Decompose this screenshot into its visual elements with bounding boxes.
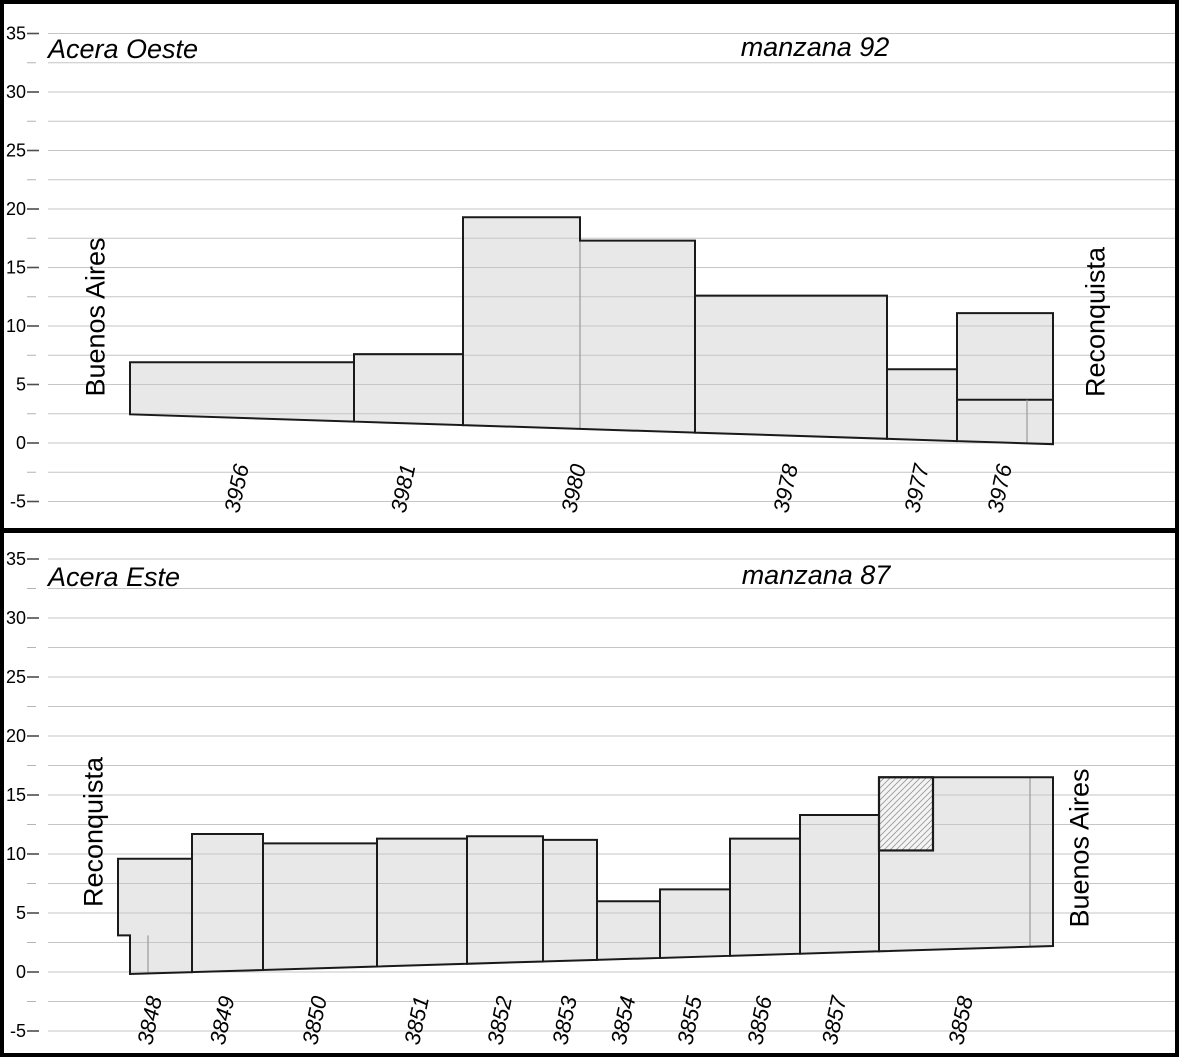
- building-label-3981: 3981: [386, 462, 421, 515]
- building-3851-fill: [377, 838, 467, 967]
- building-3858-hatch-border: [877, 776, 935, 852]
- y-tick-label-0: 0: [16, 962, 26, 982]
- y-tick-label-10: 10: [6, 844, 26, 864]
- y-tick-label--5: -5: [10, 492, 26, 512]
- building-3976-fill: [957, 313, 1053, 445]
- street-label-text: Reconquista: [78, 756, 109, 908]
- building-3849-outline: [191, 832, 264, 974]
- building-3849-fill: [192, 833, 263, 973]
- building-label-3980: 3980: [556, 461, 591, 515]
- y-tick-label-20: 20: [6, 726, 26, 746]
- y-tick-label-10: 10: [6, 316, 26, 336]
- y-tick-label--5: -5: [10, 1021, 26, 1041]
- building-label-3976: 3976: [982, 461, 1017, 515]
- y-tick-label-30: 30: [6, 82, 26, 102]
- building-3853-fill: [543, 839, 597, 962]
- building-3978-fill: [695, 295, 887, 439]
- panel-divider: [0, 528, 1179, 533]
- building-3858-hatch: [879, 777, 933, 851]
- building-3976-outline: [956, 312, 1054, 446]
- panel2-block-label: manzana 87: [741, 560, 891, 590]
- street-label-text: Reconquista: [1080, 246, 1111, 398]
- y-tick-label-5: 5: [16, 375, 26, 395]
- y-tick-label-15: 15: [6, 258, 26, 278]
- building-3853-outline: [542, 838, 598, 963]
- building-3855-fill: [660, 889, 730, 958]
- y-tick-label-15: 15: [6, 785, 26, 805]
- y-tick-label-25: 25: [6, 141, 26, 161]
- y-tick-label-5: 5: [16, 903, 26, 923]
- building-3857-fill: [800, 815, 879, 954]
- panel2-title-left: Acera Este: [48, 562, 181, 592]
- building-3852-outline: [466, 835, 544, 965]
- building-label-3978: 3978: [768, 461, 803, 515]
- building-3848-fill: [118, 858, 192, 974]
- building-3856-fill: [730, 838, 800, 956]
- y-tick-label-20: 20: [6, 199, 26, 219]
- street-label-text: Buenos Aires: [1064, 768, 1095, 928]
- panel1-title-left: Acera Oeste: [48, 34, 199, 64]
- building-3852-fill: [467, 836, 543, 964]
- acera-oeste-panel: 35 30 25 20 15 10 5 0 -5 3956 3981 3980 3978 3977 3976: [6, 24, 1175, 515]
- building-label-3977: 3977: [899, 461, 934, 515]
- building-3850-fill: [263, 843, 377, 970]
- y-tick-label-30: 30: [6, 608, 26, 628]
- building-label-3956: 3956: [219, 461, 254, 515]
- building-3978-outline: [694, 294, 888, 440]
- building-3956-fill: [130, 362, 354, 422]
- y-tick-label-25: 25: [6, 667, 26, 687]
- building-3980-fill: [463, 217, 695, 433]
- street-label-text: Buenos Aires: [80, 237, 111, 397]
- y-tick-label-0: 0: [16, 433, 26, 453]
- building-3981-fill: [354, 354, 463, 426]
- y-tick-label-35: 35: [6, 24, 26, 44]
- panel1-block-label: manzana 92: [740, 32, 890, 62]
- building-3977-fill: [887, 369, 957, 442]
- building-3854-fill: [597, 901, 660, 960]
- y-tick-label-35: 35: [6, 549, 26, 569]
